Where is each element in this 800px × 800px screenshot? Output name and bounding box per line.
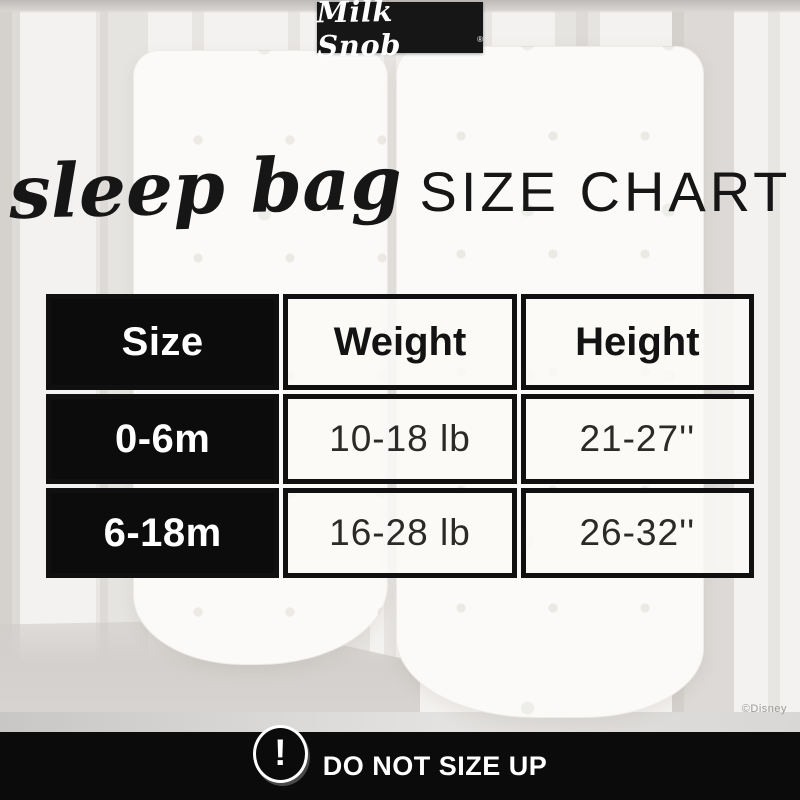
- weight-cell: 10-18 lb: [283, 394, 517, 484]
- milk-snob-logo-badge: Milk Snob ®: [316, 0, 483, 63]
- size-cell: 0-6m: [46, 394, 280, 484]
- crib-post-left: [0, 0, 20, 800]
- disney-copyright: ©Disney: [741, 703, 787, 715]
- table-row: 6-18m 16-28 lb 26-32'': [46, 488, 754, 578]
- exclamation-glyph: !: [274, 732, 287, 773]
- column-header-size: Size: [46, 294, 280, 390]
- title-caps-text: SIZE CHART: [419, 159, 792, 223]
- size-chart-table: Size Weight Height 0-6m 10-18 lb 21-27''…: [42, 290, 758, 582]
- registered-mark-icon: ®: [477, 35, 483, 44]
- weight-cell: 16-28 lb: [283, 488, 517, 578]
- height-cell: 21-27'': [520, 394, 754, 484]
- column-header-height: Height: [520, 294, 754, 390]
- table-row: 0-6m 10-18 lb 21-27'': [46, 394, 754, 484]
- table-header-row: Size Weight Height: [46, 294, 754, 390]
- photo-bottom-strip: [0, 712, 800, 732]
- title-script-text: sleep bag: [7, 139, 403, 237]
- warning-text: DO NOT SIZE UP: [322, 750, 548, 781]
- exclamation-icon: !: [252, 725, 308, 783]
- column-header-weight: Weight: [283, 294, 517, 390]
- warning-bar: ! DO NOT SIZE UP: [0, 725, 800, 800]
- size-cell: 6-18m: [46, 488, 280, 578]
- milk-snob-logo-text: Milk Snob: [316, 0, 402, 63]
- height-cell: 26-32'': [520, 488, 754, 578]
- page-title: sleep bag SIZE CHART: [0, 140, 800, 236]
